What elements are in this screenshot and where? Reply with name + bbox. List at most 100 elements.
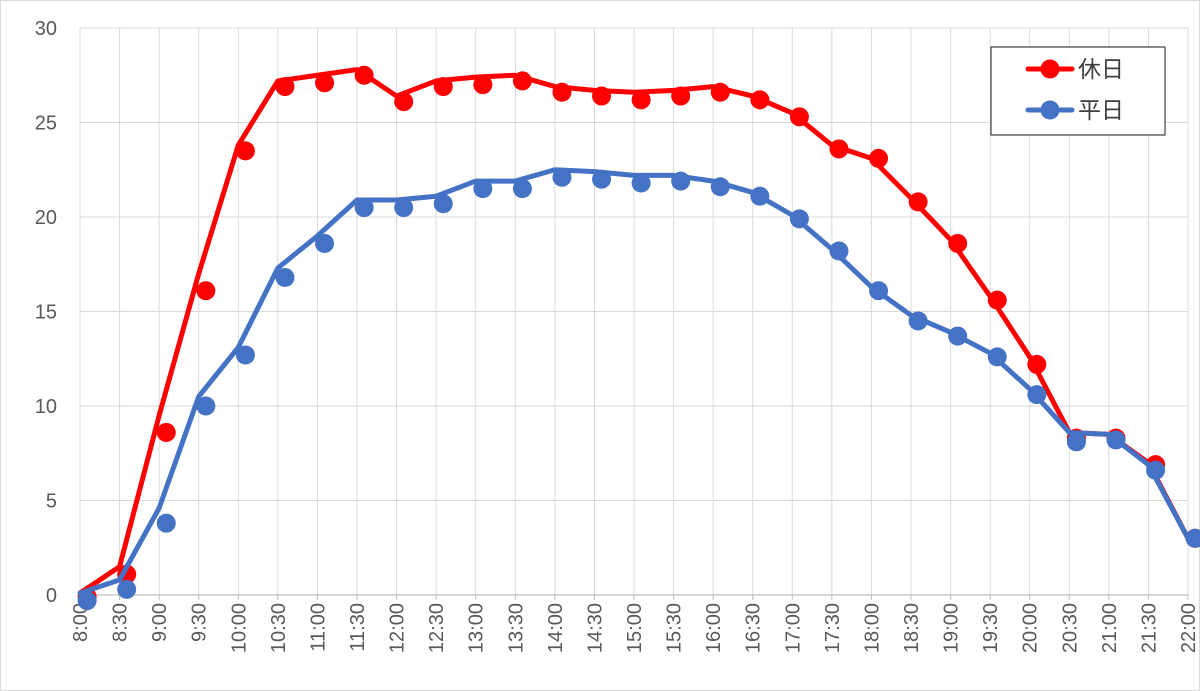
x-tick-label: 13:00 [466,603,488,653]
x-tick-label: 18:00 [861,603,883,653]
x-tick-label: 22:00 [1178,603,1200,653]
x-tick-label: 13:30 [505,603,527,653]
x-tick-label: 12:30 [426,603,448,653]
data-point-holiday [394,92,414,112]
series-line-holiday [77,67,1191,596]
data-point-holiday [433,77,453,97]
data-point-weekday [1106,430,1126,450]
y-tick-label: 15 [35,302,57,324]
data-point-weekday [275,267,295,287]
data-point-holiday [829,139,849,159]
x-tick-label: 8:30 [110,603,132,642]
data-point-weekday [671,171,691,191]
data-point-holiday [354,65,374,85]
x-axis: 8:00 8:30 9:00 9:30 10:00 10:30 11:00 11:30 12:0… [70,594,1200,653]
data-point-weekday [354,198,374,218]
data-point-weekday [77,591,97,611]
data-point-weekday [196,396,216,416]
data-point-weekday [948,326,968,346]
x-tick-label: 19:30 [980,603,1002,653]
data-point-holiday [671,86,691,106]
data-point-holiday [512,71,532,91]
y-tick-label: 25 [35,113,57,135]
data-point-holiday [750,90,770,110]
data-point-weekday [473,179,493,199]
x-tick-label: 16:30 [743,603,765,653]
data-point-weekday [512,179,532,199]
data-point-weekday [829,241,849,261]
legend-swatch-holiday-marker [1040,59,1060,79]
data-point-weekday [908,311,928,331]
x-tick-label: 11:30 [347,603,369,652]
x-tick-label: 15:00 [624,603,646,653]
data-point-holiday [275,77,295,97]
data-point-holiday [789,107,809,127]
data-point-weekday [235,345,255,365]
data-point-holiday [908,192,928,212]
data-point-weekday [1066,432,1086,452]
data-point-weekday [156,513,176,533]
data-point-holiday [592,86,612,106]
data-point-weekday [433,194,453,214]
data-point-holiday [552,82,572,102]
x-tick-label: 11:00 [307,603,329,652]
y-axis: 0 5 10 15 20 25 30 [35,18,57,607]
x-tick-label: 19:00 [941,603,963,653]
data-point-holiday [1027,354,1047,374]
series-line-weekday [77,167,1191,596]
data-point-weekday [1185,528,1200,548]
x-tick-label: 17:00 [782,603,804,653]
gridlines [79,27,1189,595]
legend-label-weekday: 平日 [1078,98,1124,124]
data-point-weekday [315,233,335,253]
legend-swatch-weekday-marker [1040,100,1060,120]
legend-label-holiday: 休日 [1078,57,1124,83]
data-point-weekday [552,167,572,187]
x-tick-label: 15:30 [664,603,686,653]
data-point-weekday [592,169,612,189]
x-tick-label: 18:30 [901,603,923,653]
data-point-holiday [710,82,730,102]
data-point-weekday [710,177,730,197]
data-point-weekday [869,281,889,301]
x-tick-label: 17:30 [822,603,844,653]
x-tick-label: 10:30 [268,603,290,653]
data-point-holiday [315,73,335,93]
data-point-weekday [631,173,651,193]
x-tick-label: 20:30 [1059,603,1081,653]
data-point-weekday [1146,460,1166,480]
data-point-holiday [196,281,216,301]
x-tick-label: 21:00 [1099,603,1121,653]
data-point-holiday [987,290,1007,310]
data-point-weekday [789,209,809,229]
data-point-holiday [948,233,968,253]
x-tick-label: 9:00 [149,603,171,642]
data-point-holiday [473,75,493,95]
x-tick-label: 10:00 [228,603,250,653]
data-point-holiday [631,90,651,110]
data-point-holiday [869,148,889,168]
x-tick-label: 16:00 [703,603,725,653]
y-tick-label: 5 [46,491,57,513]
y-tick-label: 0 [46,585,57,607]
series-layer [77,65,1200,611]
x-tick-label: 20:00 [1020,603,1042,653]
x-tick-label: 14:00 [545,603,567,653]
data-point-weekday [394,198,414,218]
legend-box [990,46,1166,136]
y-tick-label: 10 [35,396,57,418]
data-point-weekday [117,579,137,599]
x-tick-label: 21:30 [1138,603,1160,653]
data-point-holiday [156,422,176,442]
x-tick-label: 12:00 [387,603,409,653]
series-weekday [77,167,1200,611]
x-tick-label: 8:00 [70,603,92,642]
data-point-weekday [1027,385,1047,405]
y-tick-label: 30 [35,18,57,40]
y-tick-label: 20 [35,207,57,229]
x-tick-label: 14:30 [584,603,606,653]
legend: 休日 平日 [990,46,1166,136]
data-point-holiday [235,141,255,161]
data-point-weekday [987,347,1007,367]
